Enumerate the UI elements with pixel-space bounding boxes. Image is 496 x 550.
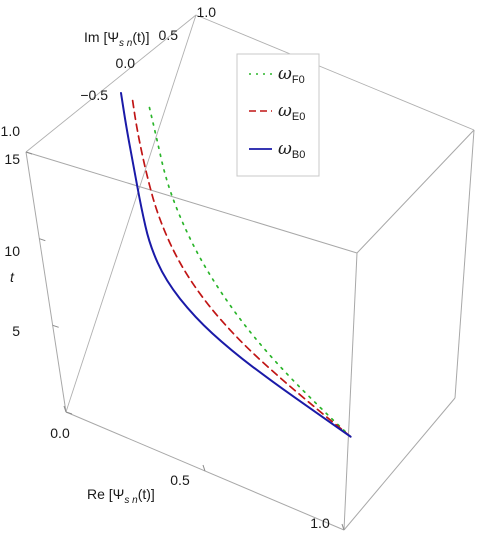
legend-label: ωE0 xyxy=(278,101,305,123)
axis-tick xyxy=(63,405,67,413)
x-tick-label: 0.5 xyxy=(170,472,190,488)
y-tick-label: −0.5 xyxy=(80,87,108,103)
legend-item: ωE0 xyxy=(249,101,305,123)
x-tick-label: 1.0 xyxy=(310,515,330,531)
axis-tick xyxy=(39,238,46,242)
axis-ticks xyxy=(25,151,345,531)
axis-tick xyxy=(65,411,73,415)
legend-item: ωF0 xyxy=(249,64,305,86)
series-layer xyxy=(120,92,352,438)
y-tick-label: −1.0 xyxy=(0,123,20,139)
axis-tick xyxy=(202,464,206,472)
series-line-e0 xyxy=(131,96,352,438)
y-tick-label: 0.5 xyxy=(159,27,179,43)
y-axis-label: Im [Ψs n(t)] xyxy=(84,29,149,49)
x-axis-label: Re [Ψs n(t)] xyxy=(87,486,155,506)
series-line-b0 xyxy=(120,92,352,438)
series-line-f0 xyxy=(147,103,352,438)
legend-label: ωF0 xyxy=(278,64,305,86)
z-tick-label: 5 xyxy=(12,323,20,339)
y-tick-label: 0.0 xyxy=(116,55,136,71)
x-tick-label: 0.0 xyxy=(50,425,70,441)
z-tick-label: 15 xyxy=(4,151,20,167)
axis-tick xyxy=(341,523,345,531)
tick-labels: 0.0 0.5 1.0 −1.0 −0.5 0.0 0.5 1.0 5 10 1… xyxy=(0,4,330,531)
legend-item: ωB0 xyxy=(249,139,305,161)
y-tick-label: 1.0 xyxy=(197,4,217,20)
z-tick-label: 10 xyxy=(4,243,20,259)
box-back-edges xyxy=(25,14,475,413)
legend-label: ωB0 xyxy=(278,139,305,161)
axis-tick xyxy=(52,324,59,328)
axis-labels: Im [Ψs n(t)] t Re [Ψs n(t)] xyxy=(10,29,155,506)
z-axis-label: t xyxy=(10,269,15,285)
legend: ωF0 ωE0 ωB0 xyxy=(236,53,320,177)
axis-tick xyxy=(25,151,33,155)
